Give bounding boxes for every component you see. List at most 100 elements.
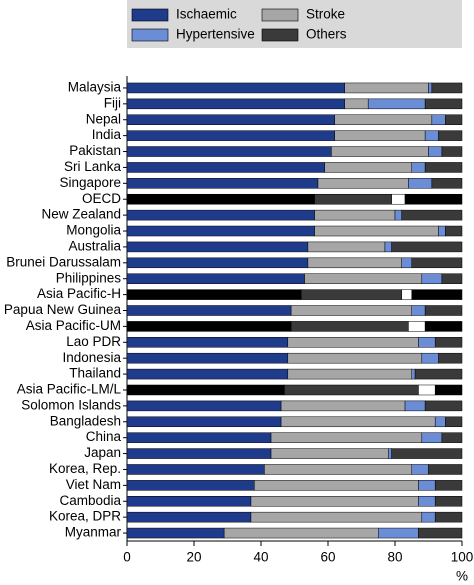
bar-segment: [411, 464, 429, 475]
legend-label: Hypertensive: [176, 27, 255, 42]
y-tick-label: Papua New Guinea: [4, 302, 122, 317]
bar-segment: [126, 400, 282, 412]
y-tick-label: Singapore: [59, 175, 121, 190]
bar-segment: [391, 241, 463, 253]
bar-segment: [434, 496, 463, 507]
bar-segment: [411, 368, 416, 380]
bar-segment: [290, 305, 412, 316]
y-tick-label: Indonesia: [62, 350, 121, 365]
bar-segment: [126, 146, 332, 157]
bar-segment: [126, 416, 282, 428]
bar-segment: [421, 273, 443, 284]
bar-segment: [331, 146, 429, 157]
bar-segment: [445, 416, 463, 428]
legend-label: Stroke: [306, 7, 345, 22]
bar-segment: [344, 82, 429, 94]
bar-segment: [126, 305, 292, 316]
y-tick-label: Fiji: [104, 95, 121, 110]
bar-segment: [424, 400, 463, 412]
bar-segment: [287, 352, 423, 364]
bar-segment: [411, 162, 426, 173]
bar-segment: [126, 130, 335, 141]
bar-segment: [314, 209, 396, 221]
bar-segment: [404, 193, 463, 205]
bar-segment: [408, 321, 426, 332]
bar-segment: [434, 416, 446, 428]
bar-segment: [304, 273, 423, 284]
bar-segment: [314, 193, 392, 205]
bar-segment: [421, 352, 439, 364]
bar-segment: [424, 130, 439, 141]
bar-segment: [411, 257, 463, 269]
bar-segment: [424, 162, 463, 173]
bar-segment: [441, 432, 463, 443]
y-tick-label: New Zealand: [41, 207, 121, 222]
y-tick-label: Myanmar: [65, 525, 122, 540]
bar-segment: [441, 273, 463, 284]
bar-segment: [250, 496, 419, 507]
bar-segment: [287, 337, 419, 348]
bar-segment: [401, 257, 413, 269]
y-tick-label: Korea, Rep.: [49, 461, 121, 476]
bar-segment: [434, 511, 463, 523]
bar-segment: [428, 146, 443, 157]
bar-segment: [424, 321, 463, 332]
bar-segment: [307, 241, 386, 253]
legend-swatch: [261, 8, 299, 22]
bar-segment: [418, 337, 436, 348]
bar-segment: [408, 178, 433, 189]
bar-segment: [421, 432, 443, 443]
bar-segment: [126, 368, 289, 380]
bar-segment: [126, 527, 225, 539]
y-tick-label: Thailand: [69, 366, 121, 381]
bar-segment: [431, 178, 463, 189]
bar-segment: [428, 82, 433, 94]
x-tick-label: 20: [186, 550, 201, 565]
legend-swatch: [131, 8, 169, 22]
y-tick-label: Brunei Darussalam: [6, 254, 121, 269]
bar-segment: [126, 384, 285, 396]
bar-segment: [126, 464, 265, 475]
bar-segment: [431, 82, 463, 94]
bar-segment: [126, 257, 309, 269]
bar-segment: [414, 368, 463, 380]
bar-segment: [126, 496, 252, 507]
bar-segment: [126, 225, 315, 237]
y-tick-label: Viet Nam: [66, 477, 121, 492]
bar-segment: [384, 241, 392, 253]
bar-segment: [344, 98, 369, 110]
y-tick-label: Philippines: [56, 270, 122, 285]
y-tick-label: Asia Pacific-LM/L: [17, 382, 122, 397]
bar-segment: [394, 209, 402, 221]
y-tick-label: Nepal: [86, 111, 121, 126]
bar-segment: [391, 448, 463, 459]
y-tick-label: India: [92, 127, 122, 142]
legend-swatch: [131, 28, 169, 42]
x-tick-label: 40: [253, 550, 268, 565]
bar-segment: [126, 241, 309, 253]
bar-segment: [264, 464, 412, 475]
bar-segment: [126, 98, 345, 110]
bar-segment: [314, 225, 439, 237]
bar-segment: [126, 209, 315, 221]
y-tick-label: Japan: [84, 445, 121, 460]
y-tick-label: Lao PDR: [66, 334, 121, 349]
bar-segment: [307, 257, 402, 269]
y-tick-label: Australia: [68, 238, 121, 253]
legend-swatch: [261, 28, 299, 42]
y-tick-label: Sri Lanka: [64, 159, 122, 174]
legend-label: Ischaemic: [176, 7, 237, 22]
bar-segment: [126, 448, 272, 459]
bar-segment: [270, 448, 389, 459]
bar-segment: [334, 130, 426, 141]
bar-segment: [418, 384, 436, 396]
bar-segment: [334, 114, 433, 125]
bar-segment: [424, 98, 463, 110]
bar-segment: [434, 384, 463, 396]
bar-segment: [223, 527, 379, 539]
bar-segment: [126, 321, 292, 332]
x-tick-label: 0: [123, 550, 131, 565]
bar-segment: [434, 480, 463, 491]
bar-segment: [126, 289, 302, 300]
